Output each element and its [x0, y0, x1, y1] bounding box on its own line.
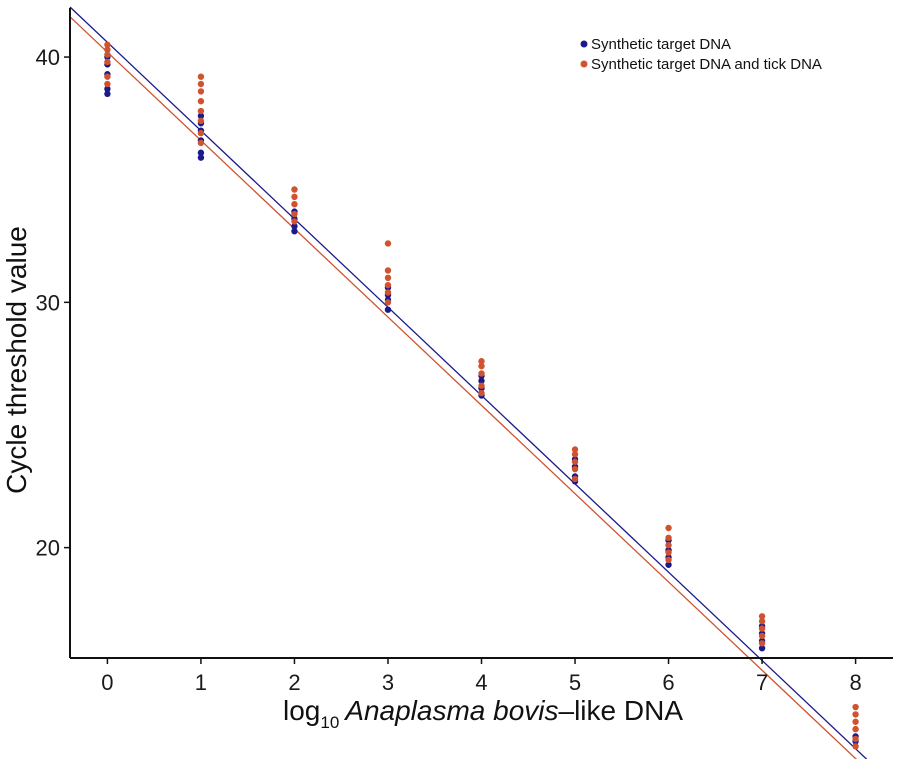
- data-point-series-2: [384, 274, 392, 282]
- data-point-series-2: [852, 711, 859, 718]
- data-point-series-2: [758, 618, 766, 625]
- data-point-series-2: [852, 735, 859, 743]
- data-point-series-2: [571, 451, 579, 458]
- regression-line-2: [69, 16, 857, 759]
- x-axis-title-subscript: 10: [320, 713, 339, 732]
- data-point-series-2: [197, 139, 205, 147]
- data-point-series-2: [758, 632, 766, 640]
- data-point-series-2: [291, 201, 298, 208]
- data-point-series-2: [665, 534, 672, 542]
- y-tick-label: 40: [36, 45, 60, 70]
- x-tick-label: 7: [756, 670, 768, 695]
- data-point-series-2: [852, 725, 859, 733]
- data-point-series-2: [197, 117, 205, 125]
- x-axis-title-suffix: –like DNA: [559, 695, 684, 726]
- data-point-series-2: [291, 186, 298, 193]
- x-tick-label: 3: [382, 670, 394, 695]
- x-tick-label: 4: [475, 670, 487, 695]
- legend: Synthetic target DNA Synthetic target DN…: [580, 36, 822, 73]
- legend-label-synthetic: Synthetic target DNA: [591, 36, 731, 53]
- data-point-series-2: [665, 541, 672, 549]
- data-point-series-2: [291, 193, 298, 201]
- data-point-series-2: [478, 370, 485, 377]
- data-point-series-1: [291, 228, 298, 235]
- legend-marker-synthetic-tick: [580, 60, 588, 68]
- x-axis-ticks: 0 1 2 3 4 5 6 7 8: [101, 658, 862, 695]
- data-point-series-1: [197, 149, 205, 156]
- x-axis-title: log10 Anaplasma bovis–like DNA: [283, 695, 683, 732]
- data-point-series-1: [384, 306, 392, 313]
- x-tick-label: 6: [662, 670, 674, 695]
- data-point-series-1: [291, 223, 298, 230]
- data-point-series-2: [665, 549, 672, 556]
- data-point-series-2: [104, 46, 111, 53]
- data-point-series-1: [197, 112, 205, 120]
- data-point-series-2: [197, 73, 205, 80]
- data-point-series-2: [478, 358, 485, 365]
- data-point-series-2: [384, 299, 392, 306]
- data-point-series-2: [852, 703, 859, 711]
- data-point-series-1: [478, 377, 485, 385]
- data-point-series-2: [104, 73, 111, 80]
- data-point-series-2: [852, 718, 859, 725]
- data-point-series-2: [384, 267, 392, 274]
- data-point-series-2: [571, 475, 579, 483]
- data-point-series-2: [197, 107, 205, 115]
- data-point-series-2: [197, 88, 205, 95]
- data-point-series-2: [758, 625, 766, 632]
- x-axis-title-prefix: log: [283, 695, 320, 726]
- data-point-series-2: [104, 51, 111, 58]
- data-point-series-2: [104, 58, 111, 66]
- data-point-series-1: [197, 154, 205, 161]
- data-point-series-2: [197, 80, 205, 88]
- x-tick-label: 5: [569, 670, 581, 695]
- y-axis-ticks: 20 30 40: [36, 45, 70, 561]
- x-tick-label: 2: [288, 670, 300, 695]
- data-point-series-2: [478, 382, 485, 389]
- data-point-series-2: [104, 80, 111, 88]
- x-tick-label: 8: [849, 670, 861, 695]
- data-point-series-2: [384, 281, 392, 289]
- data-points: [104, 41, 859, 750]
- x-tick-label: 1: [195, 670, 207, 695]
- data-point-series-2: [571, 458, 579, 465]
- x-axis-title-species: Anaplasma bovis: [343, 695, 558, 726]
- legend-marker-synthetic: [580, 40, 588, 48]
- data-point-series-2: [758, 613, 766, 620]
- data-point-series-2: [197, 129, 205, 137]
- data-point-series-2: [197, 98, 205, 105]
- data-point-series-1: [758, 644, 766, 652]
- data-point-series-1: [104, 90, 111, 98]
- data-point-series-1: [104, 85, 111, 93]
- data-point-series-2: [291, 210, 298, 218]
- data-point-series-2: [104, 41, 111, 48]
- data-point-series-2: [758, 640, 766, 647]
- data-point-series-2: [384, 240, 392, 247]
- y-tick-label: 20: [36, 536, 60, 561]
- data-point-series-1: [665, 561, 672, 568]
- data-point-series-2: [571, 465, 579, 473]
- data-point-series-2: [478, 362, 485, 370]
- legend-label-synthetic-tick: Synthetic target DNA and tick DNA: [591, 56, 822, 73]
- data-point-series-2: [384, 289, 392, 296]
- data-point-series-2: [852, 743, 859, 750]
- data-point-series-2: [665, 556, 672, 564]
- data-point-series-2: [291, 218, 298, 225]
- data-point-series-2: [665, 524, 672, 532]
- x-tick-label: 0: [101, 670, 113, 695]
- data-point-series-2: [571, 446, 579, 453]
- y-axis-title: Cycle threshold value: [1, 226, 32, 494]
- data-point-series-2: [478, 389, 485, 397]
- y-tick-label: 30: [36, 290, 60, 315]
